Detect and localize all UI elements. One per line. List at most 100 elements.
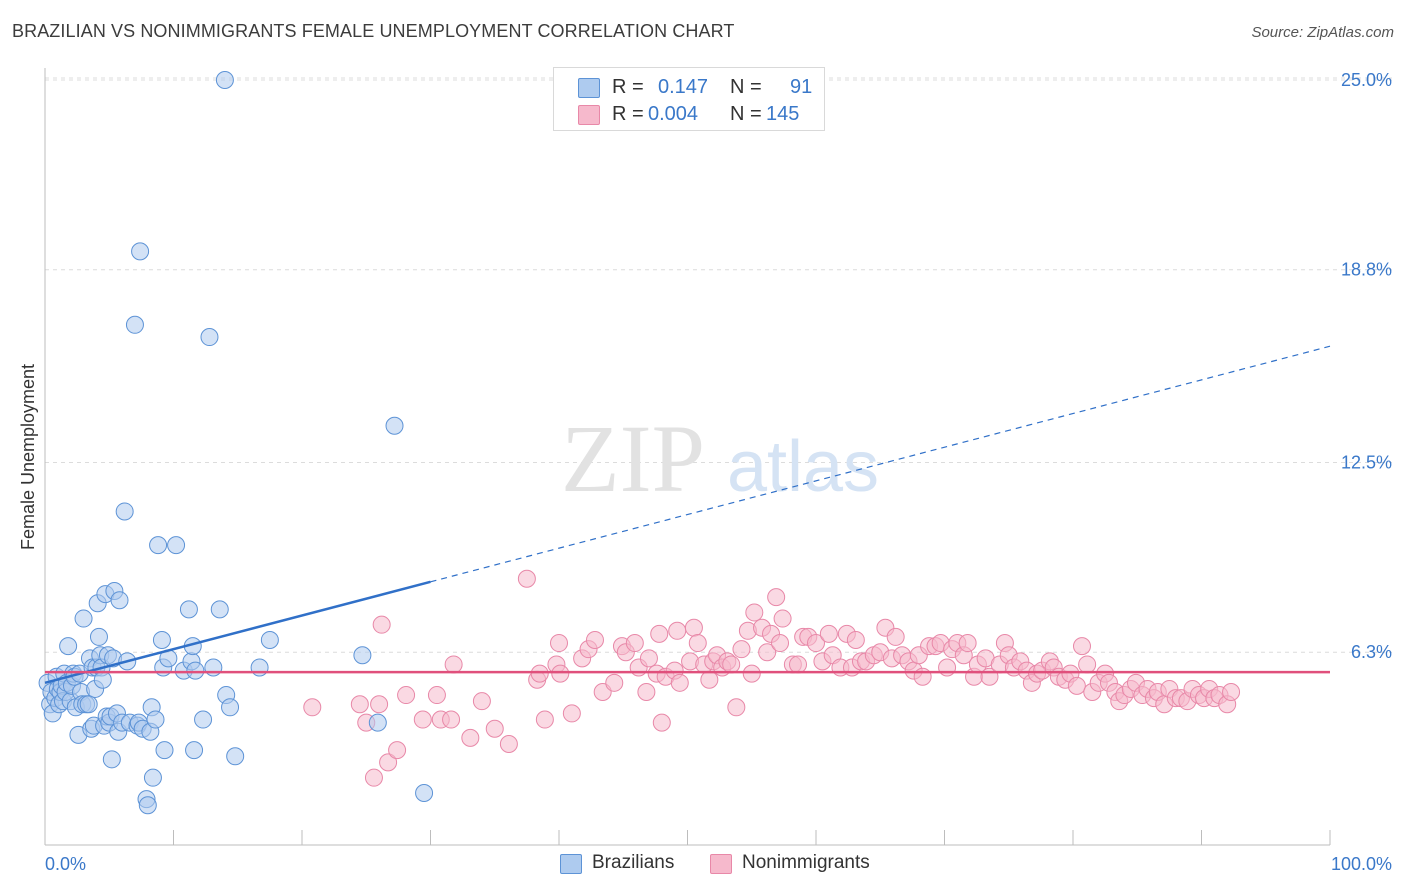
nonimmigrants-point bbox=[700, 670, 719, 689]
pink-swatch bbox=[578, 105, 600, 125]
nonimmigrants-point bbox=[684, 618, 703, 637]
brazilians-trend-solid bbox=[44, 580, 431, 685]
nonimmigrants-point bbox=[625, 634, 644, 653]
source-label: Source: ZipAtlas.com bbox=[1251, 24, 1394, 41]
brazilians-point bbox=[185, 741, 204, 760]
nonimmigrants-point bbox=[1072, 637, 1091, 656]
nonimmigrants-point bbox=[585, 630, 604, 649]
watermark-zip: ZIP bbox=[561, 405, 705, 512]
nonimmigrants-point bbox=[442, 710, 461, 729]
nonimmigrants-point bbox=[1067, 676, 1086, 695]
x-tick-label-min: 0.0% bbox=[45, 854, 86, 874]
nonimmigrants-point bbox=[427, 686, 446, 705]
brazilians-point bbox=[179, 600, 198, 619]
nonimmigrants-point bbox=[413, 710, 432, 729]
watermark: ZIP atlas bbox=[561, 405, 879, 512]
nonimmigrants-point bbox=[670, 673, 689, 692]
nonimmigrants-point bbox=[1078, 655, 1097, 674]
nonimmigrants-point bbox=[550, 634, 568, 653]
brazilians-point bbox=[210, 600, 229, 619]
brazilians-point bbox=[74, 609, 93, 628]
nonimmigrants-point bbox=[732, 640, 751, 659]
nonimmigrants-point bbox=[364, 768, 383, 787]
brazilians-point bbox=[200, 328, 219, 347]
brazilians-point bbox=[167, 536, 186, 555]
brazilians-point bbox=[353, 646, 372, 665]
nonimmigrants-point bbox=[485, 719, 504, 738]
nonimmigrants-point bbox=[499, 735, 518, 754]
brazilians-point bbox=[131, 242, 150, 261]
brazilians-point bbox=[155, 741, 174, 760]
nonimmigrants-point bbox=[767, 588, 786, 607]
brazilians-point bbox=[102, 750, 121, 769]
nonimmigrants-point bbox=[958, 634, 977, 653]
nonimmigrants-point bbox=[303, 698, 322, 717]
nonimmigrants-point bbox=[637, 683, 656, 701]
brazilians-point bbox=[221, 698, 240, 717]
nonimmigrants-point bbox=[727, 698, 746, 717]
nonimmigrants-point bbox=[372, 615, 391, 634]
nonimmigrants-point bbox=[535, 710, 554, 729]
nonimmigrants-point bbox=[517, 569, 536, 588]
brazilians-point bbox=[149, 536, 168, 555]
brazilians-point bbox=[250, 658, 269, 677]
y-tick-label: 6.3% bbox=[1351, 642, 1392, 662]
brazilians-point bbox=[125, 315, 144, 334]
n-label: N = bbox=[730, 76, 762, 98]
blue-swatch bbox=[578, 78, 600, 98]
nonimmigrants-point bbox=[938, 658, 957, 677]
nonimmigrants-point bbox=[771, 634, 790, 653]
nonimmigrants-point bbox=[397, 686, 416, 705]
nonimmigrants-point bbox=[819, 624, 838, 643]
brazilians-point bbox=[79, 695, 98, 714]
gridlines bbox=[45, 77, 1392, 653]
nonimmigrants-point bbox=[650, 624, 669, 643]
nonimmigrants-point bbox=[742, 664, 761, 683]
nonimmigrants-point bbox=[444, 655, 463, 674]
brazilians-point bbox=[59, 637, 78, 656]
brazilians-point bbox=[226, 747, 245, 766]
brazilians-point bbox=[415, 783, 434, 802]
blue-swatch bbox=[560, 854, 582, 874]
legend-label: Brazilians bbox=[592, 852, 675, 873]
chart-title: BRAZILIAN VS NONIMMIGRANTS FEMALE UNEMPL… bbox=[12, 21, 735, 41]
nonimmigrants-point bbox=[758, 643, 777, 662]
nonimmigrants-point bbox=[350, 695, 369, 714]
nonimmigrants-point bbox=[1222, 683, 1241, 701]
brazilians-point bbox=[194, 710, 213, 729]
brazilians-point bbox=[138, 796, 157, 815]
brazilians-trend-dashed bbox=[430, 345, 1331, 583]
brazilians-point bbox=[204, 658, 223, 677]
nonimmigrants-point bbox=[886, 627, 905, 646]
n-label: N = bbox=[730, 103, 762, 125]
nonimmigrants-point bbox=[472, 692, 491, 711]
tick-labels: 25.0% 18.8% 12.5% 6.3% 0.0% 100.0% bbox=[45, 70, 1392, 874]
n-value: 91 bbox=[790, 76, 813, 98]
y-axis-label: Female Unemployment bbox=[18, 364, 38, 550]
nonimmigrants-point bbox=[807, 634, 825, 653]
x-tick-label-max: 100.0% bbox=[1331, 854, 1392, 874]
nonimmigrants-point bbox=[668, 621, 687, 640]
legend-label: Nonimmigrants bbox=[742, 852, 870, 873]
nonimmigrants-point bbox=[562, 704, 581, 723]
nonimmigrants-point bbox=[688, 634, 707, 653]
nonimmigrants-point bbox=[639, 649, 658, 668]
y-tick-label: 25.0% bbox=[1341, 70, 1392, 90]
nonimmigrants-point bbox=[379, 753, 398, 772]
nonimmigrants-point bbox=[370, 695, 389, 714]
r-value: 0.147 bbox=[658, 76, 709, 98]
brazilians-point bbox=[110, 591, 129, 610]
n-value: 145 bbox=[766, 103, 800, 125]
nonimmigrants-point bbox=[388, 741, 407, 760]
nonimmigrants-point bbox=[530, 664, 549, 683]
r-label: R = bbox=[612, 103, 644, 125]
brazilians-point bbox=[152, 630, 171, 649]
nonimmigrants-point bbox=[652, 713, 671, 732]
nonimmigrants-point bbox=[605, 673, 624, 692]
brazilians-point bbox=[215, 71, 234, 89]
pink-swatch bbox=[710, 854, 732, 874]
nonimmigrants-point bbox=[789, 655, 808, 674]
watermark-atlas: atlas bbox=[727, 427, 879, 507]
nonimmigrants-point bbox=[773, 609, 792, 628]
